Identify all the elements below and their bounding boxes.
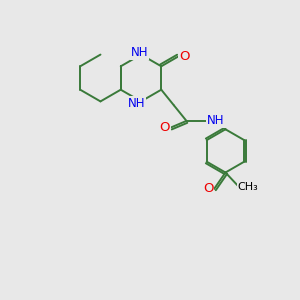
Text: O: O [160,121,170,134]
Text: NH: NH [128,97,145,110]
Text: NH: NH [207,114,225,128]
Text: NH: NH [131,46,148,59]
Text: O: O [179,50,190,63]
Text: O: O [203,182,213,196]
Text: CH₃: CH₃ [238,182,258,192]
